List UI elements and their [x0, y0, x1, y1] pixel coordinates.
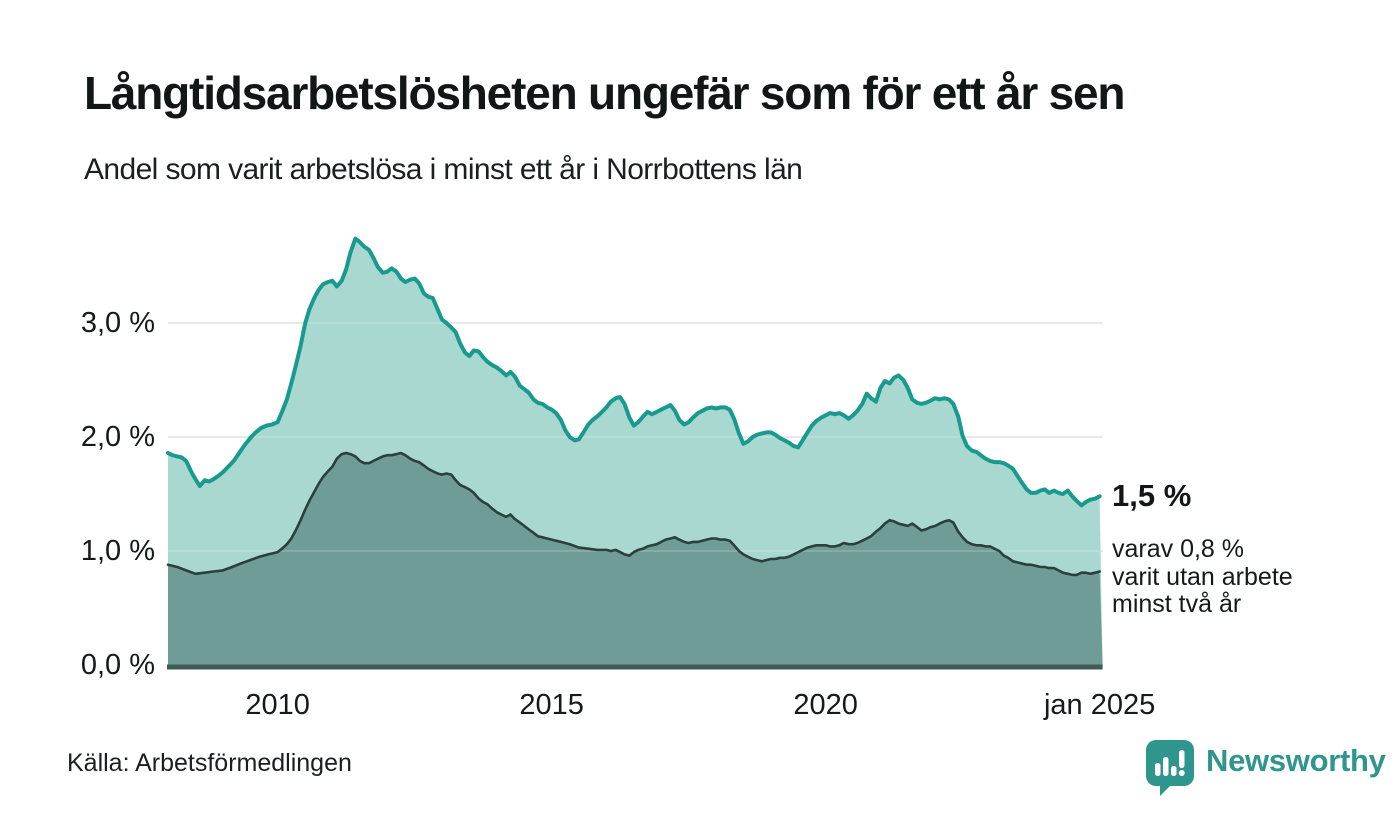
end-annotation-line: minst två år [1112, 590, 1242, 618]
area-fill-1 [168, 453, 1103, 665]
end-annotation: varav 0,8 % varit utan arbete minst två … [1112, 535, 1382, 619]
x-tick-label: 2020 [793, 689, 858, 721]
y-tick-label: 1,0 % [80, 535, 155, 567]
end-value-label: 1,5 % [1112, 478, 1192, 513]
chart-title: Långtidsarbetslösheten ungefär som för e… [84, 67, 1126, 119]
logo-bar-short [1155, 763, 1161, 776]
y-tick-label: 3,0 % [80, 307, 155, 339]
x-tick-label: 2010 [245, 689, 310, 721]
newsworthy-wordmark: Newsworthy [1206, 743, 1386, 778]
series-line-1 [166, 451, 1101, 577]
end-annotation-line: varav 0,8 % [1112, 535, 1245, 563]
y-tick-label: 0,0 % [80, 649, 155, 681]
y-tick-label: 2,0 % [80, 421, 155, 453]
logo-bar-medium [1171, 766, 1177, 776]
x-tick-label: 2015 [519, 689, 584, 721]
end-annotation-line: varit utan arbete [1112, 562, 1293, 591]
series-line-0 [166, 236, 1102, 508]
logo-exclamation-bar [1179, 750, 1185, 768]
logo-bar-tall [1163, 757, 1169, 776]
source-text: Källa: Arbetsförmedlingen [67, 749, 352, 777]
newsworthy-logo: Newsworthy [1146, 740, 1386, 800]
chart-subtitle: Andel som varit arbetslösa i minst ett å… [84, 153, 803, 186]
newsworthy-logo-icon [1146, 740, 1194, 796]
logo-exclamation-dot [1178, 770, 1185, 776]
x-tick-label: jan 2025 [1043, 689, 1156, 721]
